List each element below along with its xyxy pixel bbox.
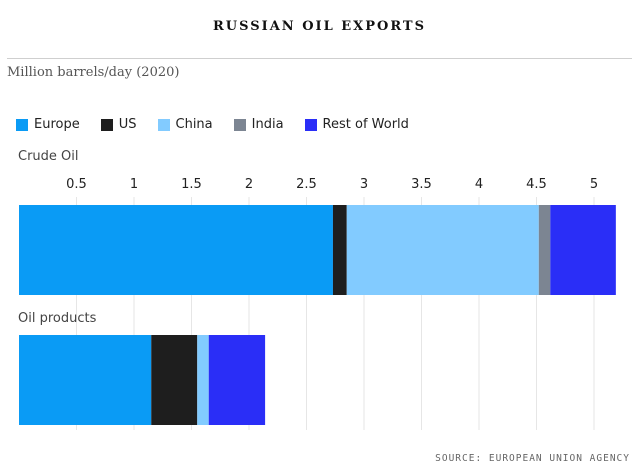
x-tick-label-0.5: 0.5 [66,177,87,192]
x-tick-label-3: 3 [360,177,368,192]
bar-oil-products-europe [19,335,152,425]
legend-swatch-rest-of-world [304,118,317,131]
legend-item-china: China [157,117,213,132]
bar-crude-oil-us [332,205,347,295]
chart-title: RUSSIAN OIL EXPORTS [212,19,426,34]
bar-crude-oil-rest-of-world [550,205,616,295]
x-tick-label-4: 4 [475,177,483,192]
category-label-crude-oil: Crude Oil [18,149,79,164]
bar-crude-oil-europe [19,205,333,295]
title-divider [7,58,632,59]
legend-item-india: India [233,117,284,132]
bar-oil-products-us [151,335,198,425]
x-tick-label-4.5: 4.5 [526,177,547,192]
bar-oil-products-rest-of-world [208,335,266,425]
legend-label-india: India [251,117,284,132]
legend-item-europe: Europe [16,117,80,132]
x-tick-label-5: 5 [590,177,598,192]
legend-swatch-us [100,118,113,131]
legend-label-us: US [118,117,137,132]
legend-label-europe: Europe [34,117,80,132]
legend-label-china: China [175,117,213,132]
bar-oil-products-china [197,335,209,425]
category-label-oil-products: Oil products [18,311,97,326]
source-note: SOURCE: EUROPEAN UNION AGENCY [435,453,630,464]
legend-item-us: US [100,117,137,132]
legend-label-rest-of-world: Rest of World [322,117,409,132]
bar-crude-oil-india [538,205,551,295]
x-tick-label-1.5: 1.5 [181,177,202,192]
x-tick-label-2: 2 [245,177,253,192]
legend: Europe US China India Rest of World [16,117,430,132]
legend-swatch-europe [16,118,28,131]
x-tick-label-1: 1 [130,177,138,192]
legend-item-rest-of-world: Rest of World [304,117,409,132]
x-tick-label-2.5: 2.5 [296,177,317,192]
x-tick-label-3.5: 3.5 [411,177,432,192]
bar-crude-oil-china [346,205,539,295]
legend-swatch-india [233,118,246,131]
chart-subtitle: Million barrels/day (2020) [7,65,180,80]
legend-swatch-china [157,118,170,131]
